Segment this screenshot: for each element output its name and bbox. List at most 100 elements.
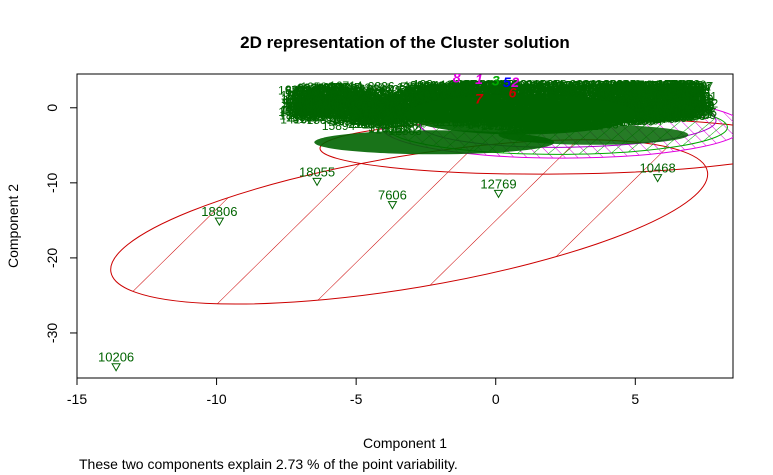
svg-text:6970: 6970: [355, 86, 382, 100]
svg-text:11508: 11508: [310, 89, 343, 103]
svg-text:3666: 3666: [570, 78, 597, 92]
svg-text:6669: 6669: [347, 85, 374, 99]
svg-text:18064: 18064: [350, 117, 384, 131]
svg-text:17386: 17386: [397, 87, 431, 101]
svg-text:17473: 17473: [633, 98, 667, 112]
svg-text:9361: 9361: [654, 111, 681, 125]
svg-text:4903: 4903: [309, 84, 336, 98]
svg-text:6140: 6140: [392, 93, 419, 107]
svg-text:2747: 2747: [650, 103, 677, 117]
svg-text:7427: 7427: [600, 81, 627, 95]
svg-text:13088: 13088: [327, 89, 361, 103]
svg-text:10347: 10347: [399, 89, 433, 103]
svg-text:5627: 5627: [610, 90, 637, 104]
svg-text:18542: 18542: [525, 81, 559, 95]
svg-text:6066: 6066: [318, 90, 345, 104]
svg-text:7720: 7720: [366, 102, 393, 116]
svg-text:13920: 13920: [671, 80, 705, 94]
svg-text:12153: 12153: [473, 79, 507, 93]
svg-text:2831: 2831: [294, 97, 321, 111]
svg-text:5952: 5952: [417, 83, 444, 97]
svg-text:19788: 19788: [606, 89, 640, 103]
svg-text:4331: 4331: [610, 80, 637, 94]
svg-text:18388: 18388: [606, 81, 640, 95]
svg-text:8186: 8186: [620, 85, 647, 99]
svg-text:2944: 2944: [311, 91, 338, 105]
svg-text:12383: 12383: [628, 108, 662, 122]
svg-text:123: 123: [413, 77, 433, 91]
svg-text:2537: 2537: [338, 92, 365, 106]
svg-text:3068: 3068: [344, 107, 371, 121]
svg-text:11031: 11031: [680, 91, 713, 105]
svg-text:13109: 13109: [386, 90, 420, 104]
svg-text:4210: 4210: [281, 103, 308, 117]
svg-text:15362: 15362: [632, 79, 666, 93]
svg-text:15908: 15908: [641, 91, 675, 105]
point-marker-3: [312, 177, 322, 187]
svg-text:18729: 18729: [675, 101, 709, 115]
svg-text:5903: 5903: [581, 79, 608, 93]
svg-text:19635: 19635: [667, 107, 701, 121]
svg-text:4602: 4602: [451, 80, 478, 94]
x-tick-label: 0: [492, 391, 500, 407]
svg-text:1494: 1494: [655, 102, 682, 116]
svg-text:945: 945: [383, 98, 403, 112]
svg-text:2636: 2636: [657, 77, 684, 91]
point-marker-1: [111, 363, 121, 372]
svg-text:15279: 15279: [369, 106, 403, 120]
svg-text:13428: 13428: [580, 81, 614, 95]
svg-text:7193: 7193: [628, 90, 655, 104]
svg-text:467: 467: [302, 86, 322, 100]
svg-text:5687: 5687: [323, 101, 350, 115]
svg-text:3425: 3425: [399, 85, 426, 99]
svg-text:19870: 19870: [624, 99, 658, 113]
svg-text:18974: 18974: [626, 89, 660, 103]
point-label-5: 12769: [480, 176, 516, 191]
svg-text:7980: 7980: [314, 92, 341, 106]
svg-text:892: 892: [312, 91, 332, 105]
svg-text:4141: 4141: [354, 115, 381, 129]
cluster-id-labels: 8 1 3 5 2 7 6: [453, 74, 520, 106]
svg-text:2719: 2719: [647, 79, 674, 93]
x-tick-label: 5: [631, 391, 639, 407]
svg-text:15867: 15867: [294, 102, 328, 116]
x-tick-label: -5: [350, 391, 363, 407]
svg-text:5303: 5303: [657, 84, 684, 98]
svg-text:14687: 14687: [551, 84, 585, 98]
svg-text:5070: 5070: [687, 100, 714, 114]
svg-text:13244: 13244: [317, 103, 351, 117]
svg-text:1308: 1308: [609, 84, 636, 98]
svg-text:18557: 18557: [342, 108, 376, 122]
svg-text:13142: 13142: [652, 102, 686, 116]
svg-text:1213: 1213: [365, 85, 392, 99]
svg-text:4280: 4280: [515, 81, 542, 95]
svg-text:10207: 10207: [318, 100, 352, 114]
svg-text:3964: 3964: [671, 86, 698, 100]
svg-text:7395: 7395: [350, 84, 377, 98]
svg-text:13856: 13856: [440, 78, 474, 92]
svg-text:11382: 11382: [346, 111, 379, 125]
svg-text:15922: 15922: [594, 88, 628, 102]
svg-text:13950: 13950: [613, 80, 647, 94]
svg-text:16360: 16360: [628, 88, 662, 102]
svg-text:14853: 14853: [381, 97, 415, 111]
svg-text:7247: 7247: [297, 83, 324, 97]
chart-title: 2D representation of the Cluster solutio…: [240, 33, 570, 52]
svg-text:1584: 1584: [679, 89, 706, 103]
svg-text:5: 5: [625, 87, 632, 101]
svg-text:6059: 6059: [328, 89, 355, 103]
svg-text:12250: 12250: [609, 86, 643, 100]
svg-text:12642: 12642: [424, 83, 458, 97]
svg-text:18806: 18806: [545, 79, 579, 93]
svg-text:13919: 13919: [360, 113, 394, 127]
svg-text:93: 93: [332, 91, 346, 105]
svg-text:6877: 6877: [347, 106, 374, 120]
svg-text:9404: 9404: [344, 87, 371, 101]
svg-text:664: 664: [368, 104, 388, 118]
svg-text:16392: 16392: [407, 83, 441, 97]
svg-text:2839: 2839: [287, 88, 314, 102]
svg-text:13645: 13645: [616, 89, 650, 103]
svg-text:16901: 16901: [309, 92, 343, 106]
svg-text:2382: 2382: [674, 89, 701, 103]
svg-text:7574: 7574: [646, 91, 673, 105]
